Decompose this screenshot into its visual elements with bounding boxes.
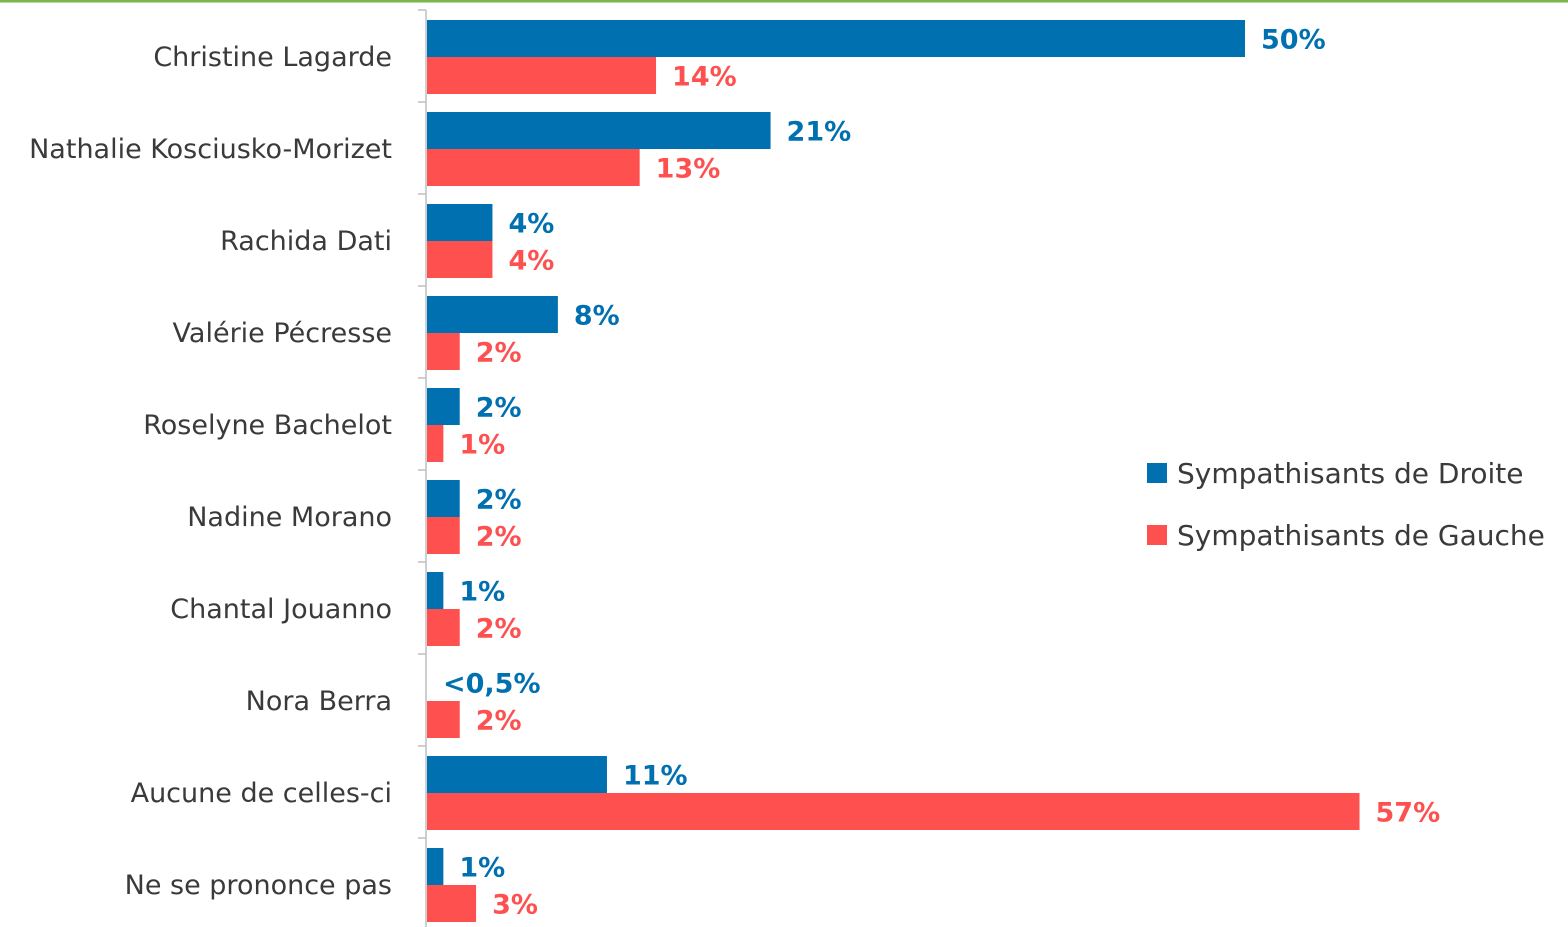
bar-gauche	[427, 885, 477, 922]
data-label: 8%	[574, 301, 620, 332]
category-label: Rachida Dati	[220, 226, 392, 257]
data-label: 4%	[508, 246, 554, 277]
data-label: 3%	[492, 890, 538, 921]
category-label: Valérie Pécresse	[173, 318, 392, 349]
data-label: 2%	[476, 614, 522, 645]
bar-gauche	[427, 517, 460, 554]
legend-swatch	[1147, 463, 1167, 483]
category-label: Chantal Jouanno	[170, 594, 392, 625]
data-label: 14%	[672, 62, 737, 93]
bar-droite	[427, 756, 607, 793]
legend: Sympathisants de Droite Sympathisants de …	[1147, 457, 1545, 552]
category-label: Aucune de celles-ci	[131, 778, 392, 809]
data-label: 2%	[476, 485, 522, 516]
data-label: 13%	[656, 154, 721, 185]
data-label: 2%	[476, 338, 522, 369]
bar-gauche	[427, 609, 460, 646]
bar-gauche	[427, 149, 640, 186]
bar-gauche	[427, 333, 460, 370]
legend-label: Sympathisants de Gauche	[1177, 519, 1545, 552]
bar-droite	[427, 480, 460, 517]
y-axis	[418, 9, 427, 927]
bars	[427, 20, 1360, 922]
data-label: 1%	[459, 430, 505, 461]
data-label: 2%	[476, 706, 522, 737]
data-label: 1%	[459, 853, 505, 884]
legend-label: Sympathisants de Droite	[1177, 457, 1524, 490]
category-label: Nathalie Kosciusko-Morizet	[29, 134, 392, 165]
bar-droite	[427, 204, 493, 241]
bar-droite	[427, 20, 1245, 57]
data-label: 2%	[476, 522, 522, 553]
category-label: Ne se prononce pas	[125, 870, 392, 901]
bar-gauche	[427, 241, 493, 278]
legend-swatch	[1147, 525, 1167, 545]
bar-droite	[427, 296, 558, 333]
data-label: 50%	[1261, 25, 1326, 56]
data-label: 57%	[1376, 798, 1441, 829]
data-label: 1%	[459, 577, 505, 608]
bar-gauche	[427, 425, 444, 462]
category-labels: Christine Lagarde Nathalie Kosciusko-Mori…	[29, 42, 392, 901]
category-label: Nadine Morano	[187, 502, 392, 533]
data-label: 11%	[623, 761, 688, 792]
bar-droite	[427, 848, 444, 885]
data-label: 21%	[787, 117, 852, 148]
bar-droite	[427, 572, 444, 609]
bar-droite	[427, 388, 460, 425]
bar-gauche	[427, 793, 1360, 830]
bar-gauche	[427, 701, 460, 738]
data-label: 4%	[508, 209, 554, 240]
value-labels: 50% 14% 21% 13% 4% 4% 8% 2% 2% 1% 2% 2% 1% 2% <0,5% 2% 1…	[443, 25, 1440, 921]
category-label: Nora Berra	[246, 686, 392, 717]
bar-gauche	[427, 57, 657, 94]
data-label: 2%	[476, 393, 522, 424]
bar-droite	[427, 112, 771, 149]
category-label: Roselyne Bachelot	[143, 410, 392, 441]
category-label: Christine Lagarde	[153, 42, 392, 73]
data-label: <0,5%	[443, 669, 541, 700]
